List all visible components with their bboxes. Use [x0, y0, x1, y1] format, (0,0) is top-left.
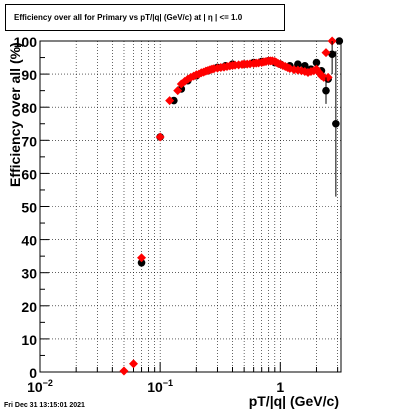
red-diamond-series — [119, 36, 337, 376]
data-point — [301, 62, 309, 70]
data-point — [137, 258, 146, 267]
y-tick-label: 10 — [21, 332, 37, 348]
data-point — [321, 48, 331, 58]
data-point — [128, 359, 138, 369]
x-axis-title: pT/|q| (GeV/c) — [249, 393, 339, 409]
y-tick-label: 70 — [21, 133, 37, 149]
x-tick-label: 10−2 — [27, 378, 53, 395]
y-tick-label: 90 — [21, 67, 37, 83]
grid — [39, 40, 341, 373]
data-point — [155, 132, 165, 142]
y-axis: 0 10 20 30 40 50 60 70 80 90 100 — [14, 34, 49, 381]
data-point — [294, 60, 302, 68]
data-point — [137, 253, 147, 263]
y-tick-label: 50 — [21, 200, 37, 216]
data-point — [173, 86, 183, 96]
y-tick-label: 80 — [21, 100, 37, 116]
data-point — [335, 37, 344, 45]
error-bars — [325, 41, 337, 197]
data-point — [312, 58, 321, 67]
y-tick-label: 40 — [21, 233, 37, 249]
x-tick-label: 10−1 — [147, 378, 173, 395]
data-series — [119, 36, 344, 376]
y-axis-title: Efficiency over all (%) — [7, 42, 23, 187]
y-tick-label: 30 — [21, 266, 37, 282]
x-tick-label: 1 — [276, 379, 284, 395]
y-tick-label: 60 — [21, 166, 37, 182]
data-point — [165, 96, 175, 106]
x-axis: 10−2 10−1 1 — [27, 362, 339, 395]
timestamp: Fri Dec 31 13:15:01 2021 — [4, 402, 85, 409]
y-tick-label: 20 — [21, 299, 37, 315]
y-tick-label: 0 — [29, 365, 37, 381]
y-tick-label: 100 — [14, 34, 38, 50]
data-point — [119, 366, 129, 376]
chart-title: Efficiency over all for Primary vs pT/|q… — [5, 4, 285, 31]
